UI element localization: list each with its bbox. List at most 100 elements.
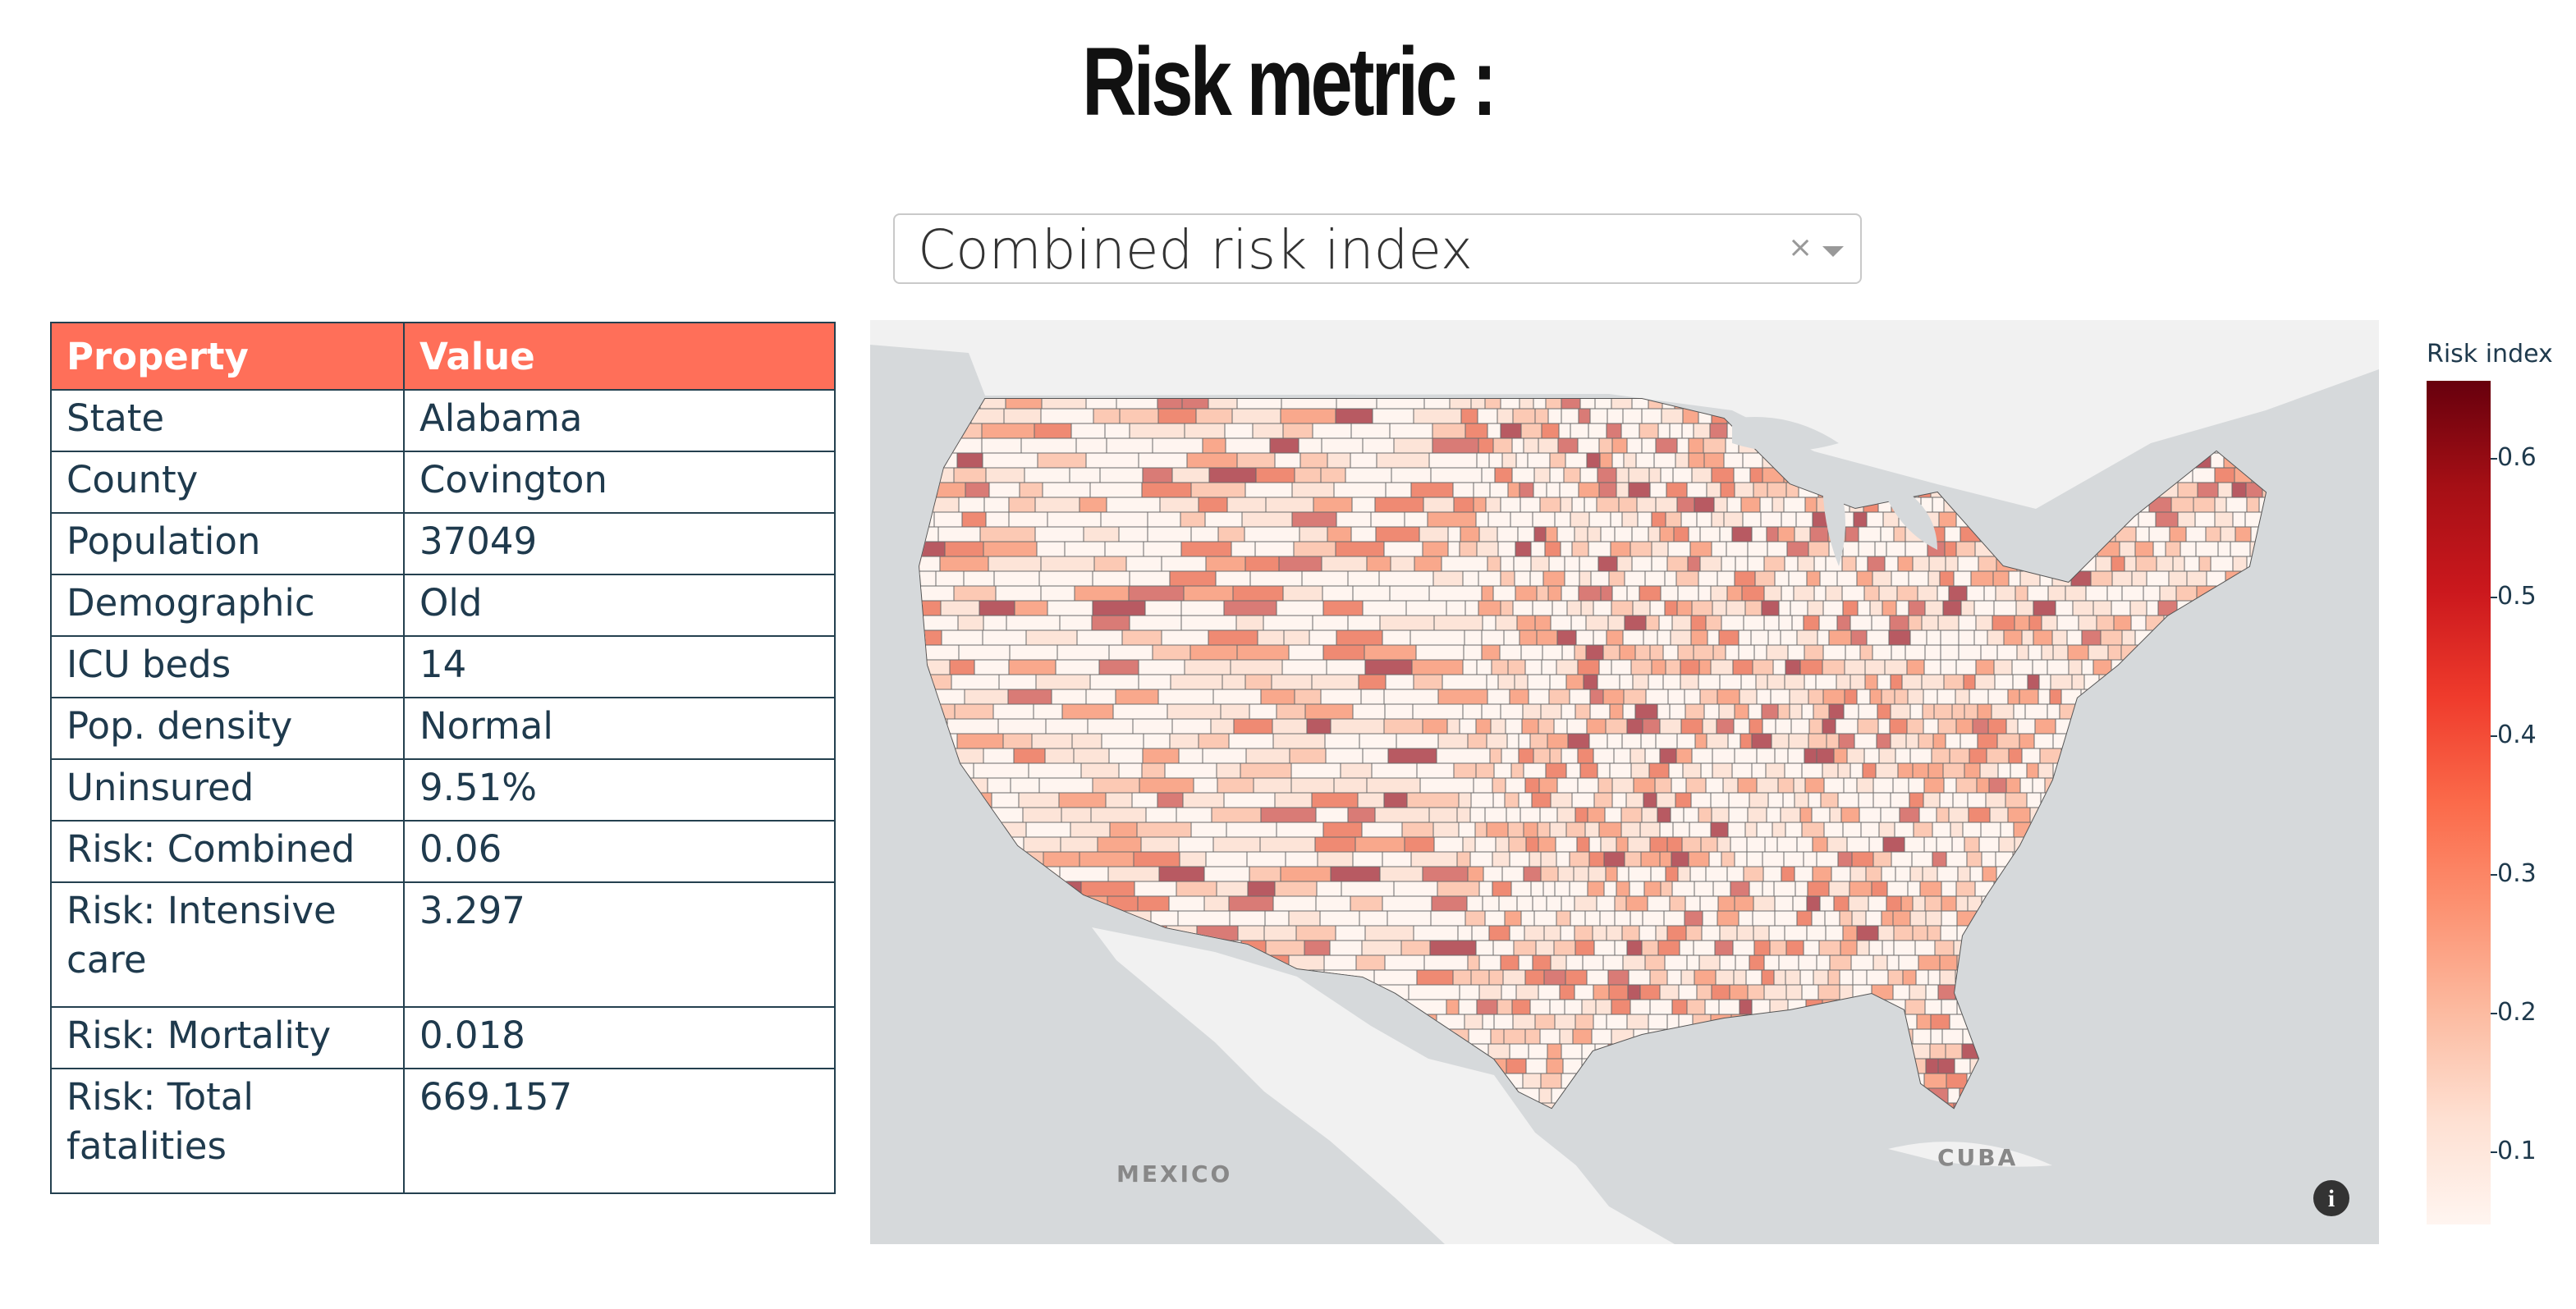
county-cell[interactable] — [1621, 925, 1640, 941]
county-cell[interactable] — [2135, 526, 2150, 542]
county-cell[interactable] — [1955, 718, 1973, 735]
county-cell[interactable] — [1540, 866, 1559, 882]
county-cell[interactable] — [1533, 526, 1547, 542]
county-cell[interactable] — [1734, 851, 1748, 867]
county-cell[interactable] — [1761, 600, 1780, 616]
county-cell[interactable] — [1698, 585, 1712, 602]
county-cell[interactable] — [1868, 836, 1884, 853]
county-cell[interactable] — [1925, 984, 1939, 1000]
county-cell[interactable] — [1533, 910, 1557, 927]
county-cell[interactable] — [1889, 718, 1908, 735]
county-cell[interactable] — [1924, 600, 1944, 616]
county-cell[interactable] — [1925, 910, 1942, 927]
county-cell[interactable] — [1684, 895, 1701, 912]
county-cell[interactable] — [1540, 1073, 1562, 1089]
county-cell[interactable] — [1941, 999, 1958, 1015]
county-cell[interactable] — [1743, 615, 1765, 631]
county-cell[interactable] — [1973, 629, 1988, 646]
county-cell[interactable] — [1495, 615, 1518, 631]
county-cell[interactable] — [1939, 954, 1958, 971]
county-cell[interactable] — [1823, 822, 1844, 838]
county-cell[interactable] — [1803, 615, 1820, 631]
county-cell[interactable] — [1518, 733, 1531, 749]
county-cell[interactable] — [1822, 600, 1844, 616]
county-cell[interactable] — [2217, 482, 2233, 498]
county-cell[interactable] — [1607, 408, 1624, 424]
county-cell[interactable] — [1875, 762, 1899, 779]
county-cell[interactable] — [1841, 585, 1865, 602]
county-cell[interactable] — [1514, 674, 1529, 690]
county-cell[interactable] — [2134, 541, 2154, 557]
county-cell[interactable] — [1912, 895, 1926, 912]
county-cell[interactable] — [1960, 600, 1975, 616]
county-cell[interactable] — [1922, 703, 1935, 720]
county-cell[interactable] — [1694, 733, 1707, 749]
county-cell[interactable] — [1892, 984, 1910, 1000]
county-cell[interactable] — [1785, 969, 1801, 986]
county-cell[interactable] — [2021, 629, 2034, 646]
county-cell[interactable] — [1651, 511, 1666, 528]
county-cell[interactable] — [1539, 497, 1561, 513]
county-cell[interactable] — [1736, 925, 1754, 941]
county-cell[interactable] — [2012, 674, 2028, 690]
county-cell[interactable] — [1729, 984, 1749, 1000]
county-cell[interactable] — [1611, 452, 1625, 469]
county-cell[interactable] — [1497, 674, 1515, 690]
county-cell[interactable] — [1549, 452, 1566, 469]
county-cell[interactable] — [1786, 541, 1809, 557]
county-cell[interactable] — [1753, 895, 1776, 912]
county-cell[interactable] — [1645, 689, 1669, 705]
county-cell[interactable] — [2041, 615, 2058, 631]
county-cell[interactable] — [1730, 881, 1750, 897]
county-cell[interactable] — [1785, 984, 1803, 1000]
county-cell[interactable] — [1817, 984, 1840, 1000]
county-cell[interactable] — [1591, 1028, 1612, 1045]
county-cell[interactable] — [1634, 703, 1658, 720]
county-cell[interactable] — [1676, 437, 1689, 454]
county-cell[interactable] — [1515, 984, 1539, 1000]
county-cell[interactable] — [1593, 600, 1612, 616]
county-cell[interactable] — [2121, 585, 2144, 602]
county-cell[interactable] — [1643, 881, 1662, 897]
county-cell[interactable] — [1501, 748, 1519, 764]
county-cell[interactable] — [1872, 954, 1888, 971]
county-cell[interactable] — [1951, 836, 1965, 853]
county-cell[interactable] — [1702, 718, 1717, 735]
county-cell[interactable] — [1932, 497, 1945, 513]
county-cell[interactable] — [1890, 792, 1910, 808]
county-cell[interactable] — [1503, 629, 1520, 646]
county-cell[interactable] — [1866, 629, 1890, 646]
county-cell[interactable] — [1712, 644, 1726, 661]
county-cell[interactable] — [1853, 511, 1868, 528]
county-cell[interactable] — [1513, 556, 1532, 572]
county-cell[interactable] — [1694, 497, 1715, 513]
county-cell[interactable] — [1584, 910, 1601, 927]
county-cell[interactable] — [1799, 807, 1813, 823]
county-cell[interactable] — [1824, 910, 1840, 927]
county-cell[interactable] — [1774, 895, 1794, 912]
county-cell[interactable] — [1977, 733, 1998, 749]
county-cell[interactable] — [1925, 1058, 1939, 1074]
county-cell[interactable] — [1481, 703, 1501, 720]
county-cell[interactable] — [1972, 718, 1989, 735]
county-cell[interactable] — [1726, 585, 1743, 602]
county-cell[interactable] — [1628, 866, 1652, 882]
county-cell[interactable] — [1881, 910, 1894, 927]
county-cell[interactable] — [1487, 423, 1501, 439]
county-cell[interactable] — [1706, 733, 1729, 749]
county-cell[interactable] — [1549, 467, 1565, 483]
county-cell[interactable] — [1694, 881, 1714, 897]
county-cell[interactable] — [1912, 762, 1929, 779]
county-cell[interactable] — [1611, 999, 1631, 1015]
county-cell[interactable] — [1856, 925, 1879, 941]
county-cell[interactable] — [1823, 777, 1845, 794]
county-cell[interactable] — [1829, 807, 1842, 823]
county-cell[interactable] — [1565, 822, 1586, 838]
county-cell[interactable] — [1783, 497, 1806, 513]
county-cell[interactable] — [2090, 570, 2113, 587]
county-cell[interactable] — [1550, 954, 1567, 971]
county-cell[interactable] — [1500, 497, 1521, 513]
county-cell[interactable] — [1513, 940, 1537, 956]
county-cell[interactable] — [1519, 629, 1538, 646]
county-cell[interactable] — [1518, 792, 1533, 808]
